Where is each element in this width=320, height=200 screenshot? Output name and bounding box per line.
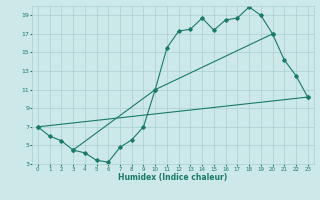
X-axis label: Humidex (Indice chaleur): Humidex (Indice chaleur): [118, 173, 228, 182]
